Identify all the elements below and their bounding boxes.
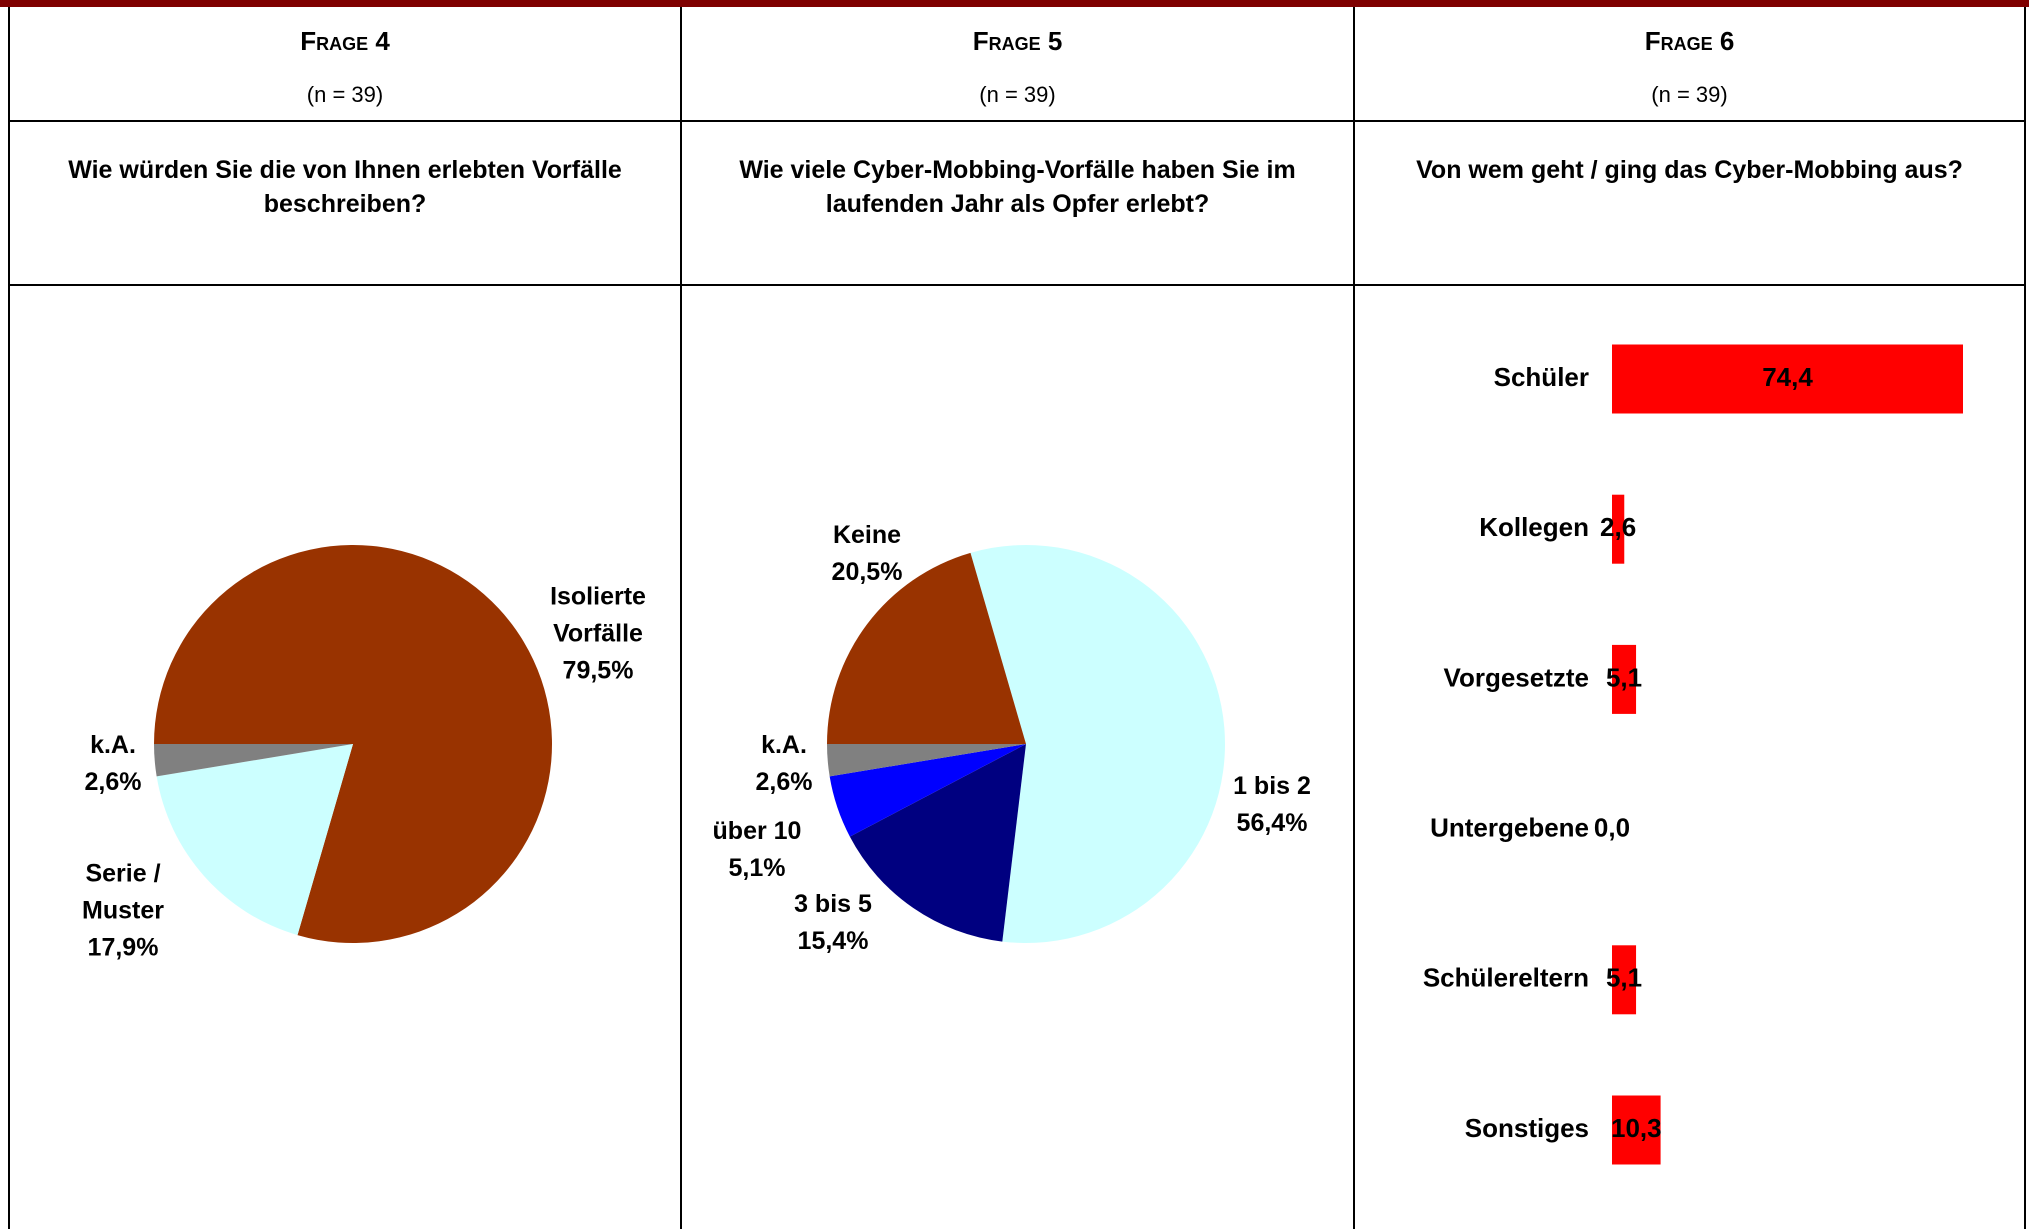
bar: [1612, 644, 1637, 714]
slice-label: k.A. 2,6%: [717, 727, 852, 801]
sample-size: (n = 39): [306, 82, 384, 107]
slice-value: 20,5%: [831, 558, 903, 586]
category-label: Schülereltern: [1423, 963, 1589, 993]
pie-slice: [829, 744, 1026, 837]
sample-size: (n = 39): [1651, 82, 1728, 107]
slice-value: 2,6%: [755, 768, 813, 796]
header: Frage 4: [300, 26, 390, 56]
slice-value: 56,4%: [1236, 809, 1308, 837]
slice-name: k.A.: [90, 731, 136, 759]
value-label: 5,1: [1606, 963, 1642, 993]
slice-name: Serie / Muster: [82, 859, 164, 925]
bar: [1612, 494, 1625, 564]
slice-value: 15,4%: [797, 927, 869, 955]
pie-slice: [827, 552, 1026, 744]
slice-name: 3 bis 5: [794, 890, 872, 918]
slice-name: über 10: [712, 817, 802, 845]
bar: [1612, 945, 1637, 1015]
slice-value: 17,9%: [87, 933, 159, 962]
pie-slice: [970, 545, 1225, 943]
value-label: 5,1: [1606, 662, 1642, 692]
category-label: Schüler: [1494, 362, 1589, 392]
slice-name: k.A.: [761, 731, 807, 759]
question: Wie viele Cyber-Mobbing-Vorfälle haben S…: [739, 156, 1296, 218]
slice-name: 1 bis 2: [1233, 772, 1311, 800]
slice-label: 1 bis 2 56,4%: [1205, 768, 1340, 842]
slice-label: 3 bis 5 15,4%: [766, 886, 901, 960]
category-label: Vorgesetzte: [1444, 662, 1589, 692]
question: Von wem geht / ging das Cyber-Mobbing au…: [1416, 156, 1963, 184]
sample-size: (n = 39): [979, 82, 1056, 107]
pie-slice: [156, 744, 353, 936]
slice-value: 5,1%: [728, 854, 786, 882]
bar: [1612, 1095, 1661, 1165]
pie-slice: [154, 744, 353, 777]
value-label: 2,6: [1600, 512, 1636, 542]
slice-value: 2,6%: [84, 768, 142, 796]
category-label: Untergebene: [1430, 812, 1589, 842]
pie-slice: [827, 744, 1026, 777]
category-label: Kollegen: [1479, 512, 1589, 542]
category-label: Sonstiges: [1465, 1113, 1589, 1143]
value-label: 10,3: [1611, 1113, 1662, 1143]
header: Frage 6: [1644, 26, 1735, 56]
top-bar: [0, 0, 2029, 7]
slice-name: Isolierte Vorfälle: [550, 582, 646, 648]
slice-label: über 10 5,1%: [690, 813, 825, 887]
slice-label: Keine 20,5%: [800, 517, 935, 591]
slice-value: 79,5%: [562, 656, 634, 685]
pie-slice: [849, 744, 1026, 942]
header: Frage 5: [972, 26, 1063, 56]
question: Wie würden Sie die von Ihnen erlebten Vo…: [68, 156, 622, 218]
table-lines: [8, 7, 2026, 1229]
value-label: 0,0: [1594, 812, 1630, 842]
slice-label: k.A. 2,6%: [46, 727, 181, 801]
slice-label: Serie / Muster 17,9%: [56, 856, 191, 967]
slice-label: Isolierte Vorfälle 79,5%: [531, 579, 666, 690]
slice-name: Keine: [832, 521, 902, 549]
value-label: 74,4: [1762, 362, 1813, 392]
bar: [1612, 344, 1963, 414]
